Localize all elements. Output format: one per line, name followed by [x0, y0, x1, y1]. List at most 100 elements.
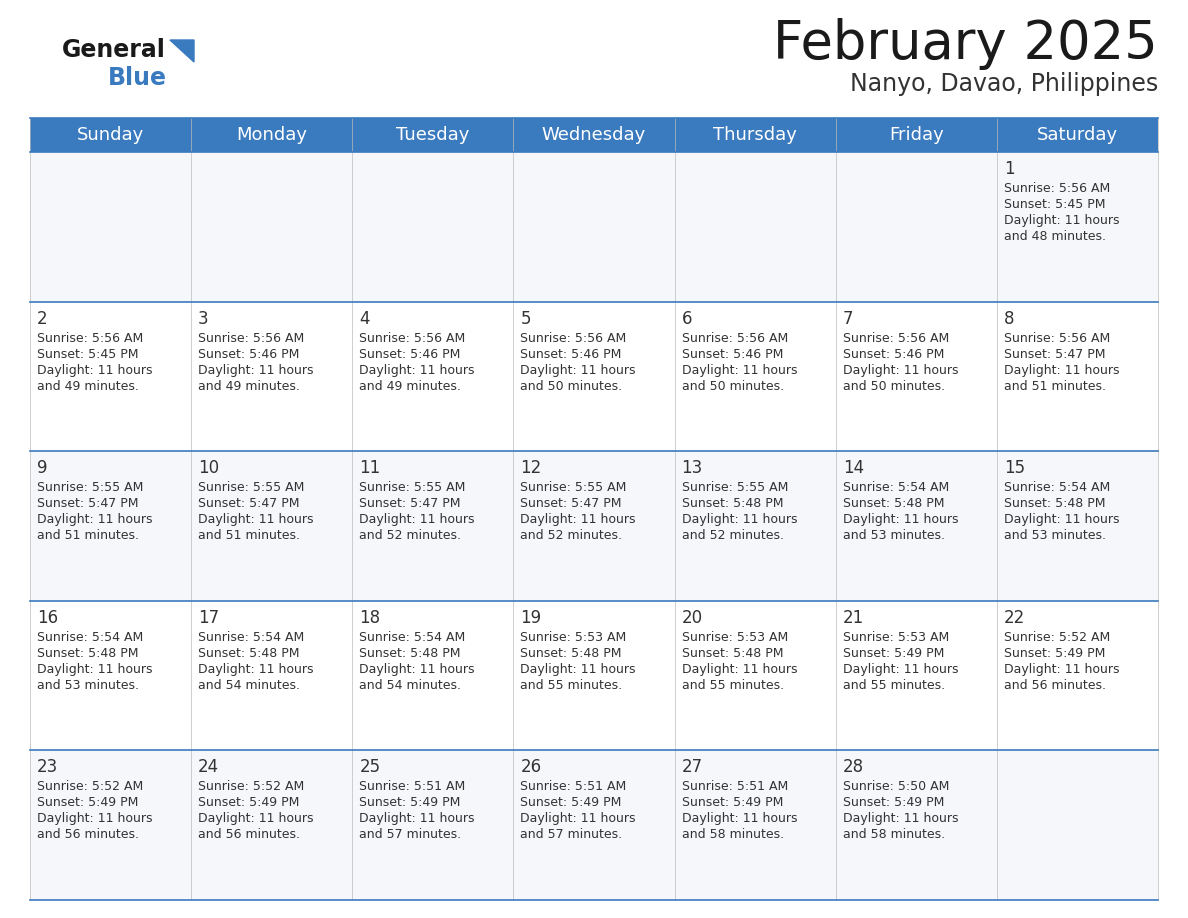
Text: 22: 22: [1004, 609, 1025, 627]
Text: 9: 9: [37, 459, 48, 477]
Bar: [30, 452, 1158, 600]
Text: Daylight: 11 hours: Daylight: 11 hours: [198, 364, 314, 376]
Text: Daylight: 11 hours: Daylight: 11 hours: [37, 812, 152, 825]
Text: Daylight: 11 hours: Daylight: 11 hours: [359, 364, 475, 376]
Text: 11: 11: [359, 459, 380, 477]
Text: Sunset: 5:46 PM: Sunset: 5:46 PM: [520, 348, 621, 361]
Text: Sunday: Sunday: [77, 126, 144, 144]
Text: Daylight: 11 hours: Daylight: 11 hours: [1004, 364, 1119, 376]
Text: and 49 minutes.: and 49 minutes.: [198, 380, 301, 393]
Text: 15: 15: [1004, 459, 1025, 477]
Bar: [30, 118, 1158, 152]
Text: and 48 minutes.: and 48 minutes.: [1004, 230, 1106, 243]
Text: Daylight: 11 hours: Daylight: 11 hours: [682, 812, 797, 825]
Text: Daylight: 11 hours: Daylight: 11 hours: [520, 663, 636, 676]
Text: Sunset: 5:46 PM: Sunset: 5:46 PM: [682, 348, 783, 361]
Text: Sunset: 5:49 PM: Sunset: 5:49 PM: [359, 797, 461, 810]
Text: Saturday: Saturday: [1037, 126, 1118, 144]
Text: Sunset: 5:45 PM: Sunset: 5:45 PM: [37, 348, 139, 361]
Text: and 55 minutes.: and 55 minutes.: [682, 678, 784, 692]
Text: Sunset: 5:47 PM: Sunset: 5:47 PM: [359, 498, 461, 510]
Text: 6: 6: [682, 309, 693, 328]
Text: Sunrise: 5:53 AM: Sunrise: 5:53 AM: [842, 631, 949, 644]
Text: and 50 minutes.: and 50 minutes.: [842, 380, 944, 393]
Bar: [30, 302, 1158, 452]
Text: 1: 1: [1004, 160, 1015, 178]
Text: Daylight: 11 hours: Daylight: 11 hours: [1004, 663, 1119, 676]
Text: Sunrise: 5:55 AM: Sunrise: 5:55 AM: [520, 481, 627, 494]
Text: 19: 19: [520, 609, 542, 627]
Text: Sunrise: 5:54 AM: Sunrise: 5:54 AM: [1004, 481, 1110, 494]
Text: Sunrise: 5:54 AM: Sunrise: 5:54 AM: [37, 631, 144, 644]
Text: Sunrise: 5:53 AM: Sunrise: 5:53 AM: [520, 631, 627, 644]
Text: 27: 27: [682, 758, 702, 777]
Text: 17: 17: [198, 609, 220, 627]
Text: 3: 3: [198, 309, 209, 328]
Text: and 52 minutes.: and 52 minutes.: [682, 529, 784, 543]
Text: General: General: [62, 38, 166, 62]
Text: Daylight: 11 hours: Daylight: 11 hours: [842, 513, 959, 526]
Text: Sunset: 5:46 PM: Sunset: 5:46 PM: [359, 348, 461, 361]
Text: Sunset: 5:46 PM: Sunset: 5:46 PM: [198, 348, 299, 361]
Text: Daylight: 11 hours: Daylight: 11 hours: [842, 812, 959, 825]
Text: and 57 minutes.: and 57 minutes.: [359, 828, 461, 842]
Text: Daylight: 11 hours: Daylight: 11 hours: [682, 513, 797, 526]
Text: Sunset: 5:47 PM: Sunset: 5:47 PM: [37, 498, 139, 510]
Text: Sunrise: 5:52 AM: Sunrise: 5:52 AM: [37, 780, 144, 793]
Text: February 2025: February 2025: [773, 18, 1158, 70]
Text: Sunset: 5:48 PM: Sunset: 5:48 PM: [682, 647, 783, 660]
Text: and 58 minutes.: and 58 minutes.: [842, 828, 944, 842]
Text: and 52 minutes.: and 52 minutes.: [520, 529, 623, 543]
Text: Nanyo, Davao, Philippines: Nanyo, Davao, Philippines: [849, 72, 1158, 96]
Text: Daylight: 11 hours: Daylight: 11 hours: [37, 663, 152, 676]
Text: Sunset: 5:49 PM: Sunset: 5:49 PM: [842, 797, 944, 810]
Text: 13: 13: [682, 459, 703, 477]
Text: Friday: Friday: [889, 126, 943, 144]
Text: Sunrise: 5:55 AM: Sunrise: 5:55 AM: [37, 481, 144, 494]
Bar: [30, 750, 1158, 900]
Text: Sunrise: 5:56 AM: Sunrise: 5:56 AM: [359, 331, 466, 344]
Text: Sunrise: 5:54 AM: Sunrise: 5:54 AM: [198, 631, 304, 644]
Text: Sunrise: 5:52 AM: Sunrise: 5:52 AM: [198, 780, 304, 793]
Text: Sunset: 5:47 PM: Sunset: 5:47 PM: [520, 498, 623, 510]
Text: 4: 4: [359, 309, 369, 328]
Text: 2: 2: [37, 309, 48, 328]
Text: Sunset: 5:48 PM: Sunset: 5:48 PM: [842, 498, 944, 510]
Bar: [30, 152, 1158, 302]
Text: 26: 26: [520, 758, 542, 777]
Text: 7: 7: [842, 309, 853, 328]
Text: Tuesday: Tuesday: [396, 126, 469, 144]
Text: Daylight: 11 hours: Daylight: 11 hours: [359, 513, 475, 526]
Text: Daylight: 11 hours: Daylight: 11 hours: [359, 663, 475, 676]
Text: Sunset: 5:49 PM: Sunset: 5:49 PM: [1004, 647, 1105, 660]
Text: and 58 minutes.: and 58 minutes.: [682, 828, 784, 842]
Text: Sunrise: 5:51 AM: Sunrise: 5:51 AM: [520, 780, 627, 793]
Text: Sunrise: 5:53 AM: Sunrise: 5:53 AM: [682, 631, 788, 644]
Text: and 49 minutes.: and 49 minutes.: [37, 380, 139, 393]
Text: and 53 minutes.: and 53 minutes.: [842, 529, 944, 543]
Text: and 52 minutes.: and 52 minutes.: [359, 529, 461, 543]
Text: Daylight: 11 hours: Daylight: 11 hours: [520, 812, 636, 825]
Text: Sunrise: 5:55 AM: Sunrise: 5:55 AM: [682, 481, 788, 494]
Text: Sunset: 5:48 PM: Sunset: 5:48 PM: [198, 647, 299, 660]
Text: 8: 8: [1004, 309, 1015, 328]
Text: and 50 minutes.: and 50 minutes.: [682, 380, 784, 393]
Polygon shape: [170, 40, 194, 62]
Text: Daylight: 11 hours: Daylight: 11 hours: [359, 812, 475, 825]
Text: Sunset: 5:49 PM: Sunset: 5:49 PM: [520, 797, 621, 810]
Text: 16: 16: [37, 609, 58, 627]
Text: 12: 12: [520, 459, 542, 477]
Text: Daylight: 11 hours: Daylight: 11 hours: [682, 364, 797, 376]
Text: Sunrise: 5:56 AM: Sunrise: 5:56 AM: [520, 331, 627, 344]
Text: 21: 21: [842, 609, 864, 627]
Text: Sunset: 5:49 PM: Sunset: 5:49 PM: [842, 647, 944, 660]
Text: and 56 minutes.: and 56 minutes.: [37, 828, 139, 842]
Text: Daylight: 11 hours: Daylight: 11 hours: [520, 513, 636, 526]
Text: and 54 minutes.: and 54 minutes.: [359, 678, 461, 692]
Text: and 50 minutes.: and 50 minutes.: [520, 380, 623, 393]
Text: Sunset: 5:49 PM: Sunset: 5:49 PM: [198, 797, 299, 810]
Text: and 56 minutes.: and 56 minutes.: [1004, 678, 1106, 692]
Text: Sunset: 5:47 PM: Sunset: 5:47 PM: [1004, 348, 1105, 361]
Text: Sunset: 5:49 PM: Sunset: 5:49 PM: [37, 797, 138, 810]
Text: Wednesday: Wednesday: [542, 126, 646, 144]
